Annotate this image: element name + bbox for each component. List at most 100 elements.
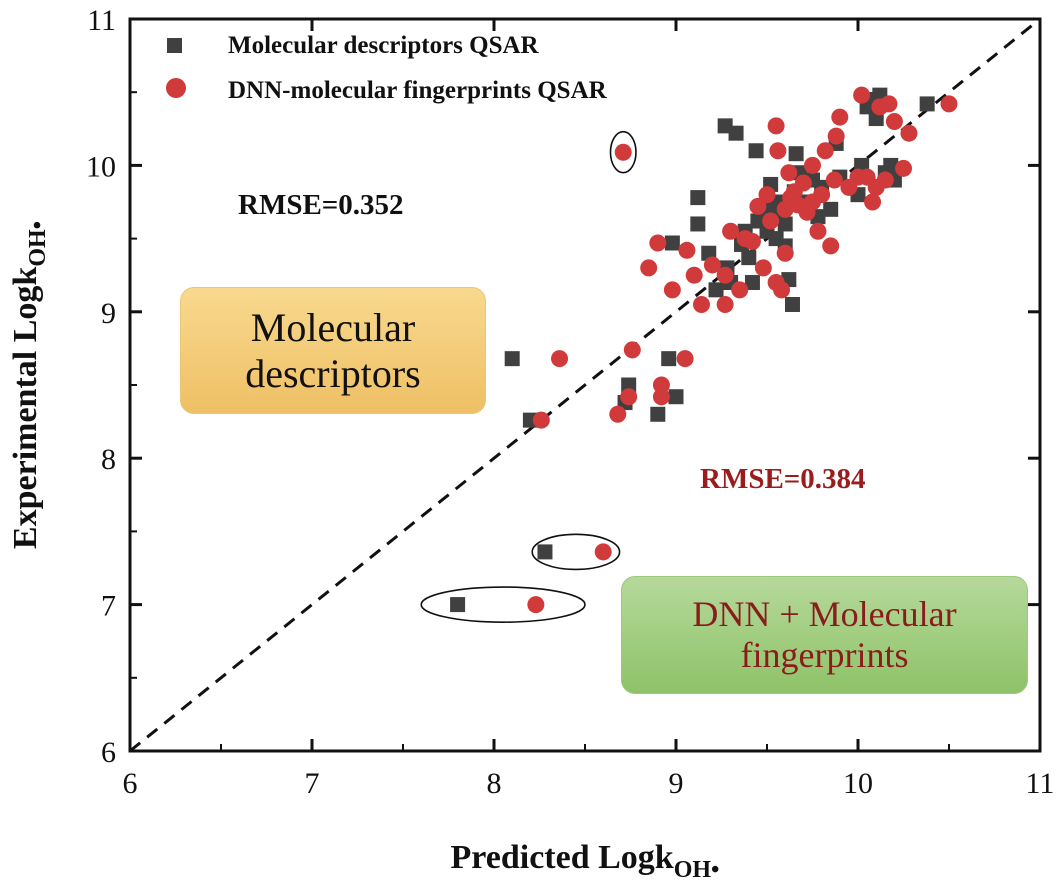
data-point-circle [900, 124, 918, 142]
highlight-ellipse [531, 533, 621, 571]
data-point-circle [827, 127, 845, 145]
series-molecular-descriptors [450, 87, 935, 613]
data-point-circle [825, 171, 843, 189]
series-dnn-fingerprints [527, 86, 958, 614]
data-point-square [690, 190, 706, 206]
data-point-circle [716, 266, 734, 284]
data-point-square [661, 351, 677, 367]
data-point-square [690, 216, 706, 232]
legend-label-descriptors: Molecular descriptors QSAR [228, 32, 540, 59]
y-tick-label: 10 [86, 150, 116, 183]
data-point-square [450, 597, 466, 613]
y-tick-label: 9 [101, 297, 116, 330]
highlight-ellipse [420, 586, 586, 623]
data-point-circle [758, 186, 776, 204]
data-point-circle [754, 259, 772, 277]
data-point-circle [816, 142, 834, 160]
data-point-circle [780, 164, 798, 182]
data-point-square [788, 146, 804, 162]
data-point-circle [804, 193, 821, 211]
y-tick-label: 7 [101, 590, 116, 623]
data-point-square [650, 406, 666, 422]
data-point-square [728, 125, 744, 141]
y-axis-label: Experimental LogkOH• [7, 221, 51, 549]
data-point-square [664, 235, 680, 251]
data-point-circle [940, 95, 958, 113]
highlight-ellipses [420, 130, 637, 623]
data-point-circle [716, 295, 734, 313]
data-point-circle [880, 95, 898, 113]
data-point-circle [794, 174, 812, 192]
data-point-circle [640, 259, 658, 277]
x-tick-label: 8 [487, 767, 502, 800]
data-point-circle [663, 281, 681, 299]
data-point-circle [527, 596, 545, 614]
data-point-square [784, 296, 800, 312]
data-point-circle [822, 237, 840, 255]
data-point-circle [652, 388, 670, 406]
data-point-circle [831, 108, 849, 126]
data-point-circle [853, 86, 871, 104]
data-point-circle [722, 222, 740, 240]
rmse-descriptors-label: RMSE=0.352 [238, 189, 404, 221]
molecular-descriptors-box: Molecular descriptors [180, 287, 486, 414]
rmse-dnn-label: RMSE=0.384 [700, 463, 866, 495]
data-point-square [504, 351, 520, 367]
data-point-square [748, 143, 764, 159]
data-point-circle [769, 142, 787, 160]
x-tick-label: 6 [123, 767, 138, 800]
box-descriptors-line1: Molecular [250, 304, 416, 350]
data-point-circle [551, 350, 569, 368]
data-point-circle [620, 388, 638, 406]
data-point-circle [678, 241, 696, 259]
data-point-circle [767, 117, 785, 135]
data-point-circle [676, 350, 694, 368]
data-point-square [668, 389, 684, 405]
legend-marker-circle [166, 78, 186, 98]
data-point-circle [804, 156, 821, 174]
data-point-circle [594, 543, 612, 561]
data-point-circle [895, 159, 912, 177]
data-point-square [744, 275, 760, 291]
x-tick-label: 10 [843, 767, 873, 800]
box-descriptors-line2: descriptors [245, 350, 421, 396]
legend-marker-square [167, 38, 182, 53]
data-point-circle [703, 256, 721, 274]
data-points [450, 86, 958, 614]
data-point-circle [776, 244, 794, 262]
data-point-circle [609, 405, 627, 423]
data-point-circle [731, 281, 749, 299]
axis-tick-labels: 6 7 8 9 10 11 6 7 8 9 10 11 [86, 4, 1054, 800]
y-tick-label: 6 [101, 736, 116, 769]
data-point-square [823, 201, 839, 217]
data-point-circle [743, 233, 761, 251]
data-point-circle [692, 295, 710, 313]
x-tick-label: 7 [305, 767, 320, 800]
data-point-circle [532, 411, 550, 429]
data-point-circle [773, 281, 791, 299]
data-point-circle [809, 222, 827, 240]
data-point-square [883, 157, 899, 173]
data-point-square [537, 544, 553, 560]
box-dnn-line2: fingerprints [740, 635, 909, 675]
x-axis-label: Predicted LogkOH• [451, 839, 720, 883]
data-point-circle [864, 193, 882, 211]
data-point-square [777, 216, 793, 232]
highlight-ellipse [609, 130, 637, 174]
data-point-square [919, 96, 935, 112]
data-point-circle [749, 197, 767, 215]
data-point-circle [876, 171, 894, 189]
data-point-square [708, 282, 724, 298]
x-tick-label: 9 [669, 767, 684, 800]
data-point-circle [685, 266, 703, 284]
legend-label-dnn: DNN-molecular fingerprints QSAR [228, 77, 608, 104]
data-point-circle [652, 376, 670, 394]
x-tick-label: 11 [1026, 767, 1055, 800]
data-point-circle [614, 143, 632, 161]
axis-ticks [128, 17, 1042, 753]
data-point-square [741, 250, 757, 266]
box-dnn-line1: DNN + Molecular [692, 593, 957, 634]
reference-line-y-equals-x [129, 17, 1041, 753]
data-point-square [621, 377, 637, 393]
